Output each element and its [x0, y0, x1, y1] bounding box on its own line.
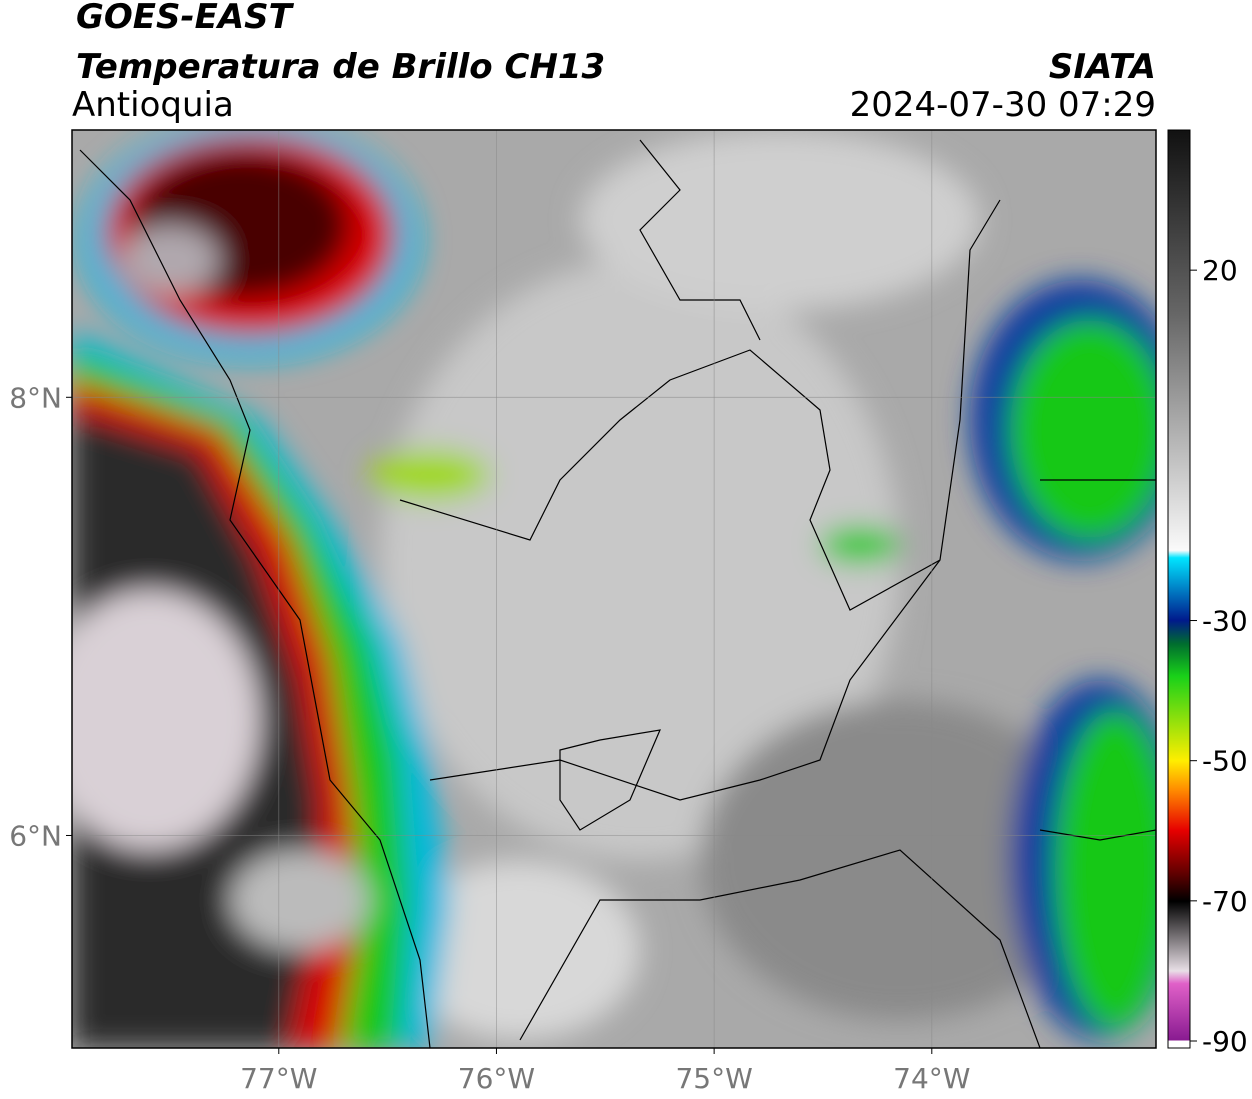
source: SIATA — [1049, 47, 1156, 87]
satellite-image — [72, 130, 1156, 1048]
colorbar-tick-label: -50 — [1202, 745, 1248, 778]
colorbar-tick-label: -30 — [1202, 605, 1248, 638]
x-tick-label: 77°W — [240, 1062, 317, 1095]
y-tick-label: 6°N — [9, 819, 62, 852]
colorbar-tick-label: 20 — [1202, 254, 1238, 287]
colorbar — [1167, 129, 1191, 1049]
title: GOES-EAST — [76, 0, 295, 37]
colorbar-tick-label: -90 — [1202, 1025, 1248, 1058]
colorbar-tick-label: -70 — [1202, 885, 1248, 918]
x-tick-label: 76°W — [458, 1062, 535, 1095]
datetime: 2024-07-30 07:29 — [850, 85, 1156, 125]
x-tick-label: 75°W — [675, 1062, 752, 1095]
region: Antioquia — [72, 85, 234, 125]
x-tick-label: 74°W — [893, 1062, 970, 1095]
subtitle: Temperatura de Brillo CH13 — [76, 47, 605, 87]
y-tick-label: 8°N — [9, 381, 62, 414]
map-frame — [71, 129, 1157, 1049]
